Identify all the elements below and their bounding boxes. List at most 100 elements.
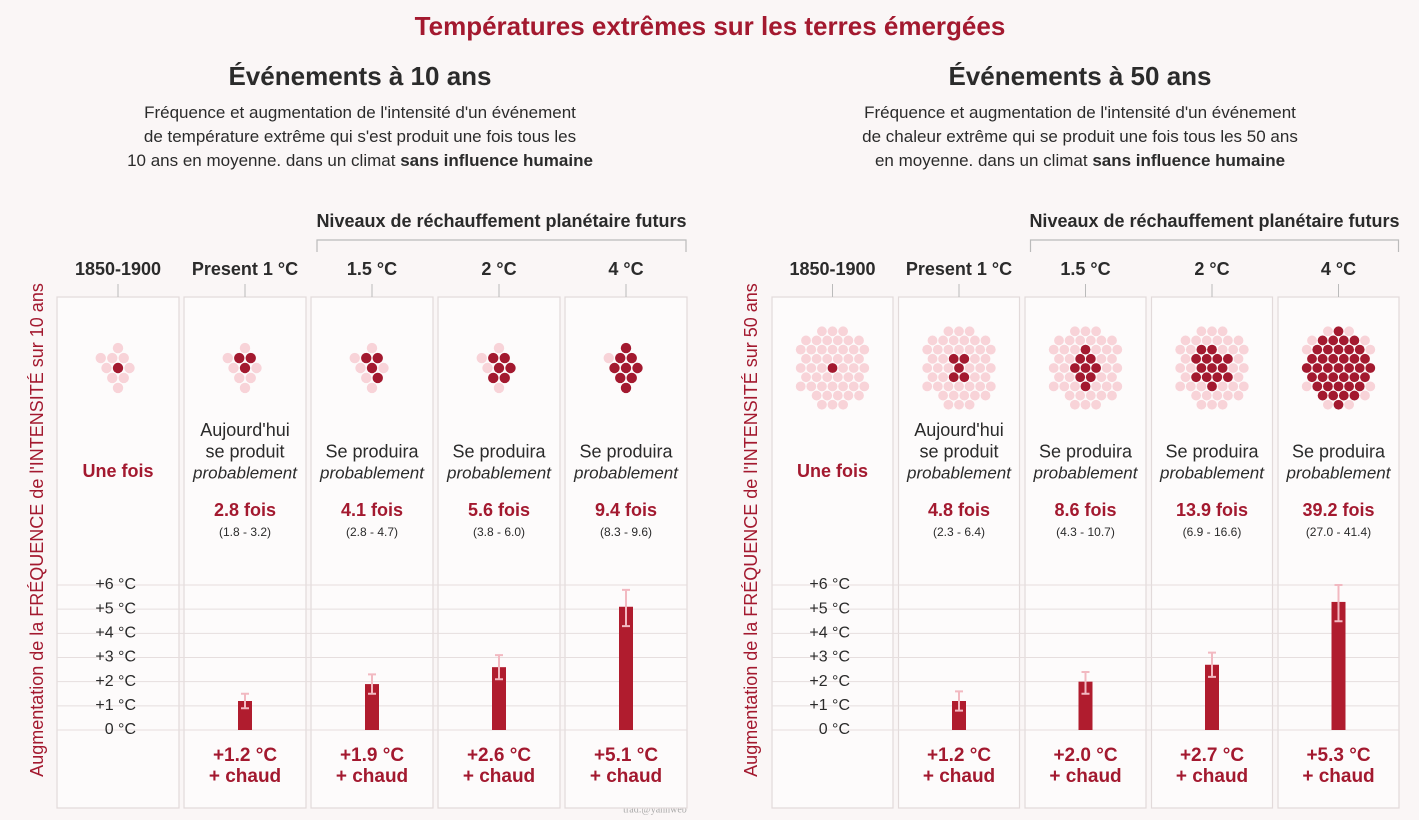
event-dot — [1338, 353, 1349, 364]
statement-emph: probablement — [573, 463, 679, 482]
background-dot — [1238, 344, 1249, 355]
event-dot — [112, 362, 124, 374]
subtitle-text: en moyenne. dans un climat — [875, 151, 1088, 170]
background-dot — [822, 335, 833, 346]
bar — [1205, 664, 1219, 730]
value-label: +5.1 °C — [594, 745, 658, 766]
value-label: +2.0 °C — [1053, 745, 1117, 766]
event-dot — [488, 372, 499, 384]
background-dot — [943, 344, 954, 355]
background-dot — [927, 335, 938, 346]
panel-title: Événements à 50 ans — [948, 61, 1211, 91]
background-dot — [1185, 363, 1196, 373]
subtitle-text: 10 ans en moyenne. dans un climat — [127, 151, 396, 170]
error-bar — [955, 690, 963, 712]
background-dot — [817, 326, 827, 337]
error-bar — [1081, 671, 1090, 695]
background-dot — [932, 363, 943, 373]
background-dot — [975, 381, 986, 392]
background-dot — [101, 362, 112, 374]
value-label: +1.2 °C — [213, 745, 277, 766]
event-dot — [1085, 372, 1096, 383]
frequency-range: (2.8 - 4.7) — [346, 525, 398, 539]
event-dot — [1201, 353, 1212, 364]
bar — [365, 684, 379, 730]
event-dot — [1317, 353, 1328, 364]
statement-emph: probablement — [1033, 463, 1139, 482]
subtitle-text: Fréquence et augmentation de l'intensité… — [864, 103, 1296, 122]
background-dot — [959, 390, 970, 401]
frequency-label: 5.6 fois — [468, 500, 530, 520]
background-dot — [1064, 372, 1075, 383]
subtitle-bold: sans influence humaine — [1092, 151, 1285, 170]
background-dot — [827, 399, 838, 410]
panel — [437, 296, 561, 809]
background-dot — [980, 335, 991, 346]
background-dot — [832, 390, 843, 401]
error-bar — [622, 588, 630, 628]
background-dot — [843, 390, 854, 401]
background-dot — [1059, 381, 1070, 392]
background-dot — [1228, 363, 1239, 373]
background-dot — [859, 381, 870, 392]
statement: Se produira — [1165, 441, 1259, 461]
statement: Se produira — [325, 441, 419, 461]
frequency-range: (3.8 - 6.0) — [473, 525, 525, 539]
background-dot — [112, 382, 124, 394]
event-dot — [1354, 363, 1365, 373]
event-dot — [1354, 344, 1365, 355]
background-dot — [355, 362, 366, 374]
event-dot — [1223, 353, 1233, 364]
background-dot — [954, 344, 964, 355]
event-dot — [1191, 353, 1201, 364]
background-dot — [1180, 335, 1191, 346]
value-note: + chaud — [1176, 766, 1248, 787]
event-dot — [1223, 372, 1233, 383]
background-dot — [95, 352, 106, 364]
group-label: Niveaux de réchauffement planétaire futu… — [316, 211, 686, 231]
statement-emph: probablement — [446, 463, 552, 482]
frequency-range: (4.3 - 10.7) — [1056, 525, 1115, 539]
background-dot — [954, 399, 964, 410]
event-dot — [615, 372, 626, 384]
event-dot — [1212, 353, 1223, 364]
background-dot — [1070, 399, 1080, 410]
y-tick-label: +4 °C — [809, 625, 850, 642]
subtitle-line: en moyenne. dans un climat sans influenc… — [875, 151, 1285, 170]
background-dot — [811, 372, 822, 383]
background-dot — [1048, 363, 1059, 373]
value-note: + chaud — [590, 766, 662, 787]
event-dot — [1196, 363, 1207, 373]
background-dot — [848, 363, 859, 373]
event-dot — [1333, 344, 1344, 355]
subtitle-line: de température extrême qui s'est produit… — [144, 127, 576, 146]
statement: Se produira — [1292, 441, 1386, 461]
frequency-range: (6.9 - 16.6) — [1183, 525, 1242, 539]
background-dot — [970, 353, 980, 364]
background-dot — [959, 335, 970, 346]
background-dot — [938, 353, 948, 364]
event-dot — [1301, 363, 1312, 373]
background-dot — [954, 381, 964, 392]
event-dot — [1323, 344, 1333, 355]
background-dot — [970, 335, 980, 346]
background-dot — [1096, 372, 1107, 383]
background-dot — [107, 352, 118, 364]
event-dot — [1075, 372, 1086, 383]
background-dot — [1185, 381, 1196, 392]
event-dot — [632, 362, 643, 374]
background-dot — [1228, 381, 1239, 392]
event-dot — [1328, 390, 1339, 401]
main-title: Températures extrêmes sur les terres éme… — [415, 11, 1006, 41]
background-dot — [811, 353, 822, 364]
background-dot — [795, 344, 806, 355]
background-dot — [1112, 381, 1123, 392]
background-dot — [806, 363, 817, 373]
event-dot — [1070, 363, 1080, 373]
background-dot — [1191, 335, 1201, 346]
event-dot — [1344, 344, 1354, 355]
category-label: 4 °C — [608, 259, 643, 279]
event-dot — [1349, 390, 1360, 401]
value-note: + chaud — [1302, 766, 1374, 787]
